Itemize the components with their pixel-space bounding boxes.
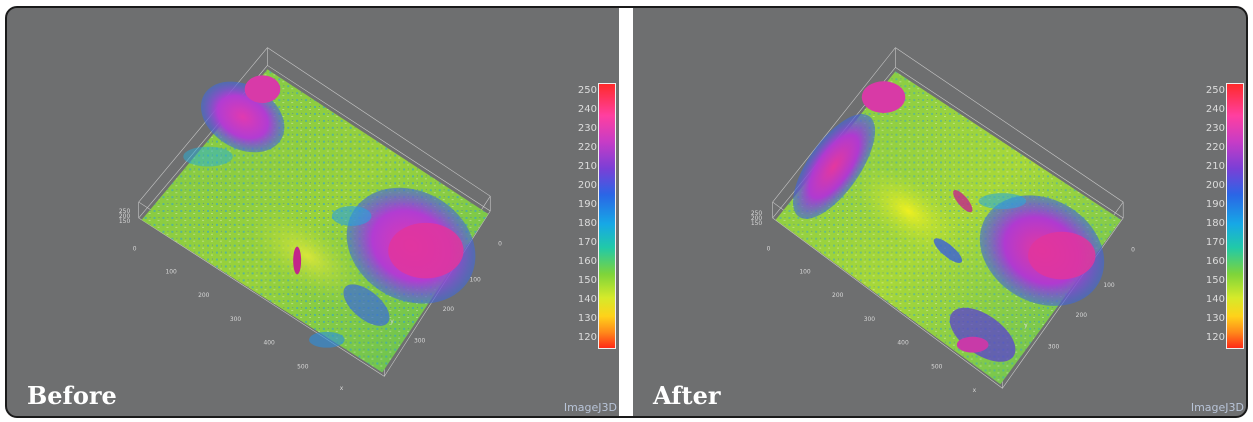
surface <box>775 71 1122 385</box>
watermark: ImageJ3D <box>1190 401 1244 414</box>
colorbar-tick: 220 <box>1205 142 1225 153</box>
colorbar <box>1226 83 1244 349</box>
after-surface-plot: 0 100 200 300 400 500 x 0 100 200 300 y … <box>751 47 1135 394</box>
colorbar-tick: 200 <box>577 180 597 191</box>
colorbar <box>598 83 616 349</box>
x-tick: 100 <box>165 268 177 275</box>
y-tick: 300 <box>1048 344 1060 351</box>
x-tick: 400 <box>263 340 275 347</box>
y-tick: 200 <box>1076 312 1088 319</box>
colorbar-ticks: 250 240 230 220 210 200 190 180 170 160 … <box>567 78 597 350</box>
before-panel: 0 100 200 300 400 500 x 0 100 200 300 y … <box>7 8 619 416</box>
colorbar-ticks: 250 240 230 220 210 200 190 180 170 160 … <box>1195 78 1225 350</box>
x-tick: 0 <box>767 246 771 253</box>
y-tick: 0 <box>498 241 502 248</box>
x-tick: 300 <box>864 316 876 323</box>
y-tick: 100 <box>469 276 481 283</box>
y-tick: 300 <box>414 338 426 345</box>
colorbar-tick: 230 <box>1205 123 1225 134</box>
z-tick: 200 <box>751 215 763 222</box>
colorbar-tick: 240 <box>1205 104 1225 115</box>
x-tick: 200 <box>832 292 844 299</box>
x-tick: x <box>973 387 977 394</box>
colorbar-tick: 120 <box>577 332 597 343</box>
z-tick: 150 <box>751 220 763 227</box>
colorbar-tick: 250 <box>1205 85 1225 96</box>
colorbar-tick: 150 <box>1205 275 1225 286</box>
z-tick: 200 <box>119 213 131 220</box>
y-tick: 200 <box>443 306 455 313</box>
x-tick: 500 <box>931 363 943 370</box>
colorbar-tick: 240 <box>577 104 597 115</box>
colorbar-tick: 220 <box>577 142 597 153</box>
colorbar-tick: 170 <box>577 237 597 248</box>
x-tick: 400 <box>897 340 909 347</box>
colorbar-tick: 140 <box>1205 294 1225 305</box>
after-panel: 0 100 200 300 400 500 x 0 100 200 300 y … <box>633 8 1246 416</box>
colorbar-tick: 180 <box>577 218 597 229</box>
y-tick: 100 <box>1103 282 1115 289</box>
panel-caption: After <box>653 381 721 410</box>
colorbar-tick: 210 <box>577 161 597 172</box>
x-tick: 200 <box>198 292 210 299</box>
z-tick: 150 <box>119 218 131 225</box>
axis-labels: 0 100 200 300 400 500 x 0 100 200 300 y … <box>751 210 1135 394</box>
colorbar-tick: 130 <box>577 313 597 324</box>
colorbar-tick: 180 <box>1205 218 1225 229</box>
y-tick: 0 <box>1131 247 1135 254</box>
x-tick: 500 <box>297 363 309 370</box>
z-tick: 250 <box>751 210 763 217</box>
panel-caption: Before <box>27 381 117 410</box>
x-tick: 0 <box>133 246 137 253</box>
x-tick: 100 <box>799 268 811 275</box>
x-tick: 300 <box>230 316 242 323</box>
colorbar-tick: 200 <box>1205 180 1225 191</box>
panel-divider <box>619 8 633 416</box>
colorbar-tick: 190 <box>1205 199 1225 210</box>
surface <box>141 69 489 373</box>
figure-frame: 0 100 200 300 400 500 x 0 100 200 300 y … <box>5 6 1248 418</box>
x-tick: x <box>340 385 344 392</box>
axis-labels: 0 100 200 300 400 500 x 0 100 200 300 y … <box>119 208 502 392</box>
colorbar-tick: 120 <box>1205 332 1225 343</box>
colorbar-tick: 210 <box>1205 161 1225 172</box>
colorbar-tick: 230 <box>577 123 597 134</box>
colorbar-tick: 140 <box>577 294 597 305</box>
colorbar-tick: 150 <box>577 275 597 286</box>
colorbar-tick: 250 <box>577 85 597 96</box>
colorbar-tick: 160 <box>577 256 597 267</box>
colorbar-tick: 190 <box>577 199 597 210</box>
z-tick: 250 <box>119 208 131 215</box>
y-tick: y <box>1024 322 1028 329</box>
before-surface-plot: 0 100 200 300 400 500 x 0 100 200 300 y … <box>119 47 502 392</box>
watermark: ImageJ3D <box>563 401 617 414</box>
colorbar-tick: 130 <box>1205 313 1225 324</box>
colorbar-tick: 170 <box>1205 237 1225 248</box>
colorbar-tick: 160 <box>1205 256 1225 267</box>
y-tick: y <box>390 318 394 325</box>
